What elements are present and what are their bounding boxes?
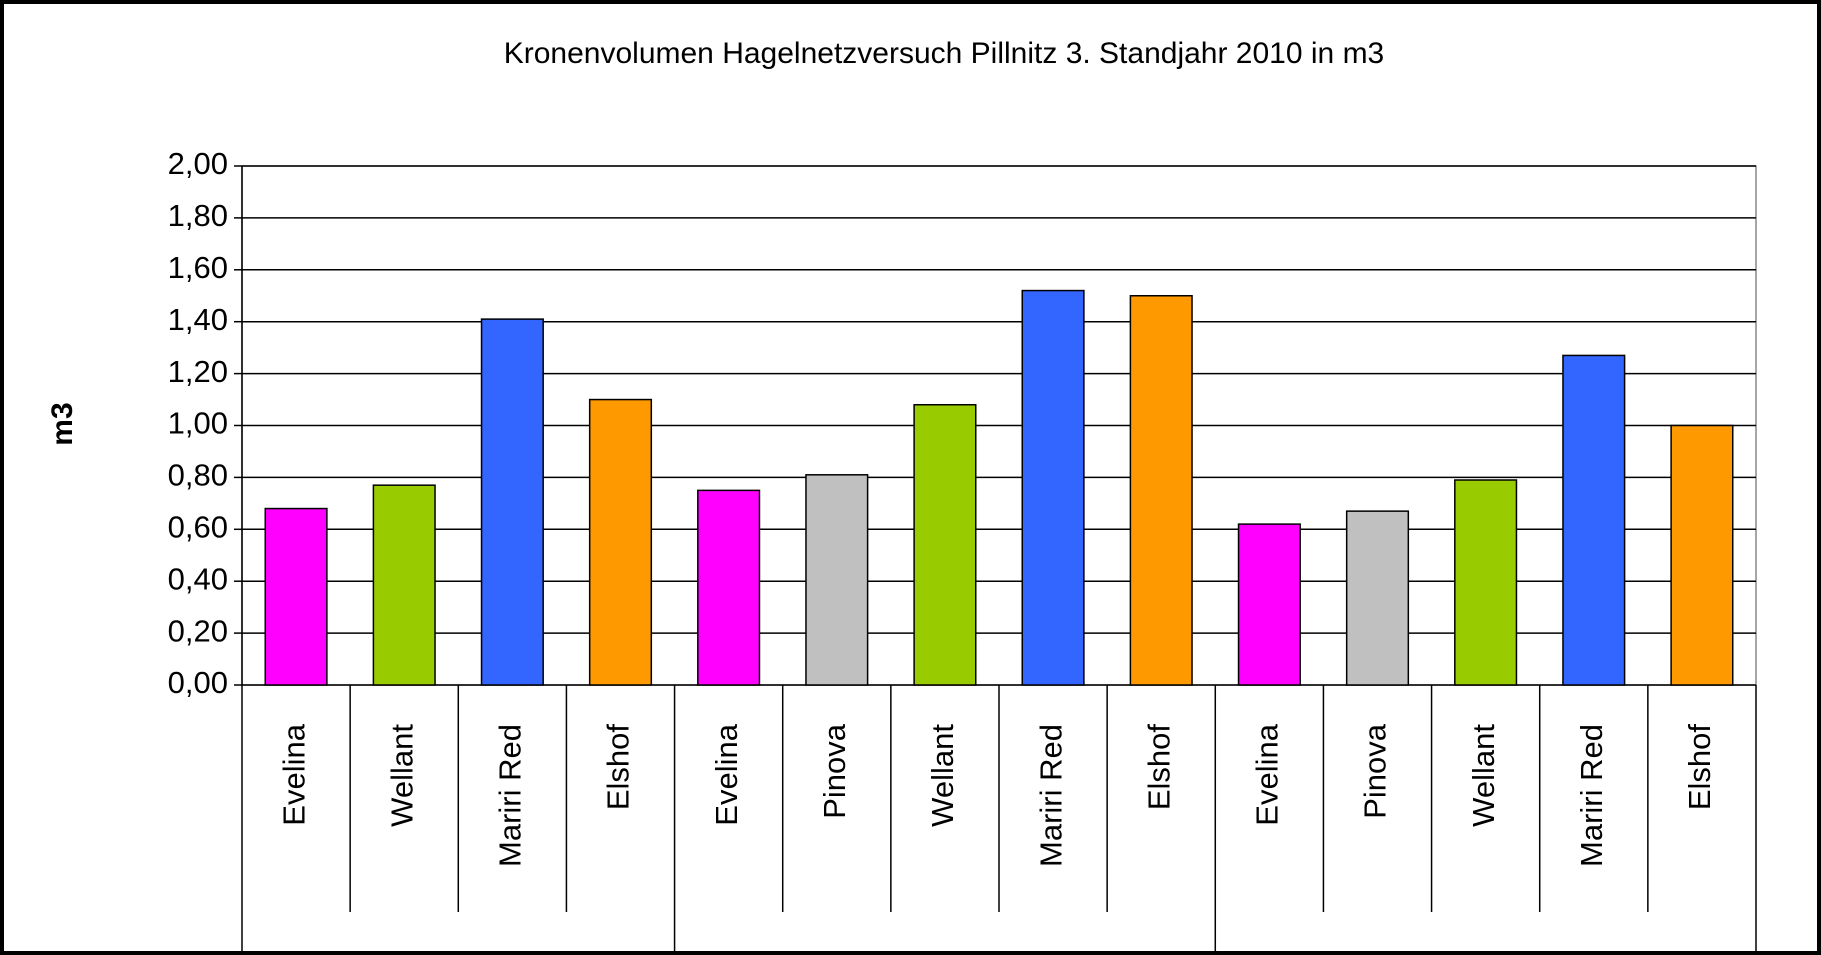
bar [1129,295,1193,686]
bar [1345,510,1410,686]
y-tick-label: 2,00 [168,146,228,181]
bar [264,507,328,686]
y-tick-label: 0,80 [168,458,228,493]
x-tick-label: Wellant [384,724,419,827]
y-tick-label: 0,20 [168,613,228,648]
bar [480,318,544,686]
y-tick-label: 0,40 [168,561,228,596]
bar [697,489,761,686]
bar [372,484,436,686]
y-tick-label: 1,00 [168,406,228,441]
y-tick-label: 1,20 [168,354,228,389]
bar [805,474,869,686]
bar [913,403,977,686]
x-tick-label: Evelina [709,723,744,825]
y-tick-label: 1,60 [168,250,228,285]
x-tick-label: Elshof [601,724,636,811]
x-tick-label: Pinova [1358,723,1393,819]
bar [1670,424,1734,686]
bar [1562,354,1626,686]
bar [588,398,653,686]
chart-title: Kronenvolumen Hagelnetzversuch Pillnitz … [504,37,1385,70]
x-tick-label: Elshof [1141,724,1176,811]
x-tick-label: Evelina [1250,723,1285,825]
x-tick-label: Wellant [925,724,960,827]
y-tick-label: 1,40 [168,302,228,337]
y-tick-label: 1,80 [168,198,228,233]
x-tick-label: Wellant [1466,724,1501,827]
y-tick-label: 0,00 [168,665,228,700]
x-tick-label: Evelina [276,723,311,825]
x-tick-label: Mariri Red [493,724,528,867]
bar [1454,479,1518,686]
bar [1237,523,1301,686]
bar [1021,289,1085,686]
x-tick-label: Pinova [817,723,852,819]
x-tick-label: Elshof [1682,724,1717,811]
y-axis-label: m3 [46,402,79,445]
y-tick-label: 0,60 [168,509,228,544]
x-tick-label: Mariri Red [1574,724,1609,867]
x-tick-label: Mariri Red [1033,724,1068,867]
